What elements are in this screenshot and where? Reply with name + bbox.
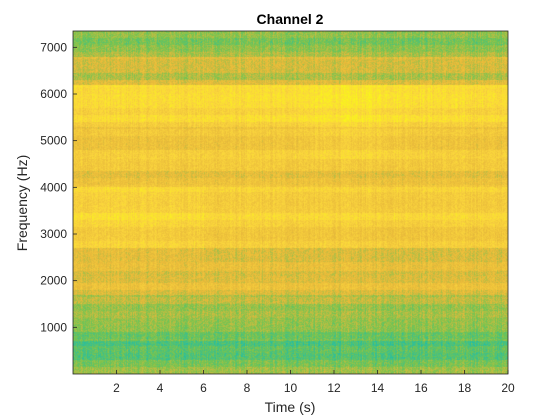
y-tick-label: 5000: [40, 134, 67, 148]
spectrogram-heatmap: [73, 31, 508, 374]
y-tick-label: 2000: [40, 274, 67, 288]
x-tick-label: 14: [371, 381, 385, 395]
y-axis-label: Frequency (Hz): [14, 155, 30, 251]
x-tick-label: 6: [200, 381, 207, 395]
x-tick-label: 2: [113, 381, 120, 395]
x-tick-label: 8: [244, 381, 251, 395]
x-tick-label: 4: [157, 381, 164, 395]
x-tick-label: 12: [327, 381, 341, 395]
y-axis-ticks: 1000 2000 3000 4000 5000 6000 7000: [40, 40, 77, 334]
x-axis-ticks: 2 4 6 8 10 12 14 16 18 20: [113, 370, 515, 395]
plot-area: [72, 30, 509, 375]
x-tick-label: 10: [284, 381, 298, 395]
y-tick-label: 6000: [40, 87, 67, 101]
y-tick-label: 7000: [40, 40, 67, 54]
x-axis-label: Time (s): [265, 399, 316, 415]
x-tick-label: 16: [414, 381, 428, 395]
y-tick-label: 1000: [40, 320, 67, 334]
x-tick-label: 18: [458, 381, 472, 395]
y-tick-label: 4000: [40, 180, 67, 194]
chart-title: Channel 2: [257, 11, 324, 27]
y-tick-label: 3000: [40, 227, 67, 241]
x-tick-label: 20: [501, 381, 515, 395]
